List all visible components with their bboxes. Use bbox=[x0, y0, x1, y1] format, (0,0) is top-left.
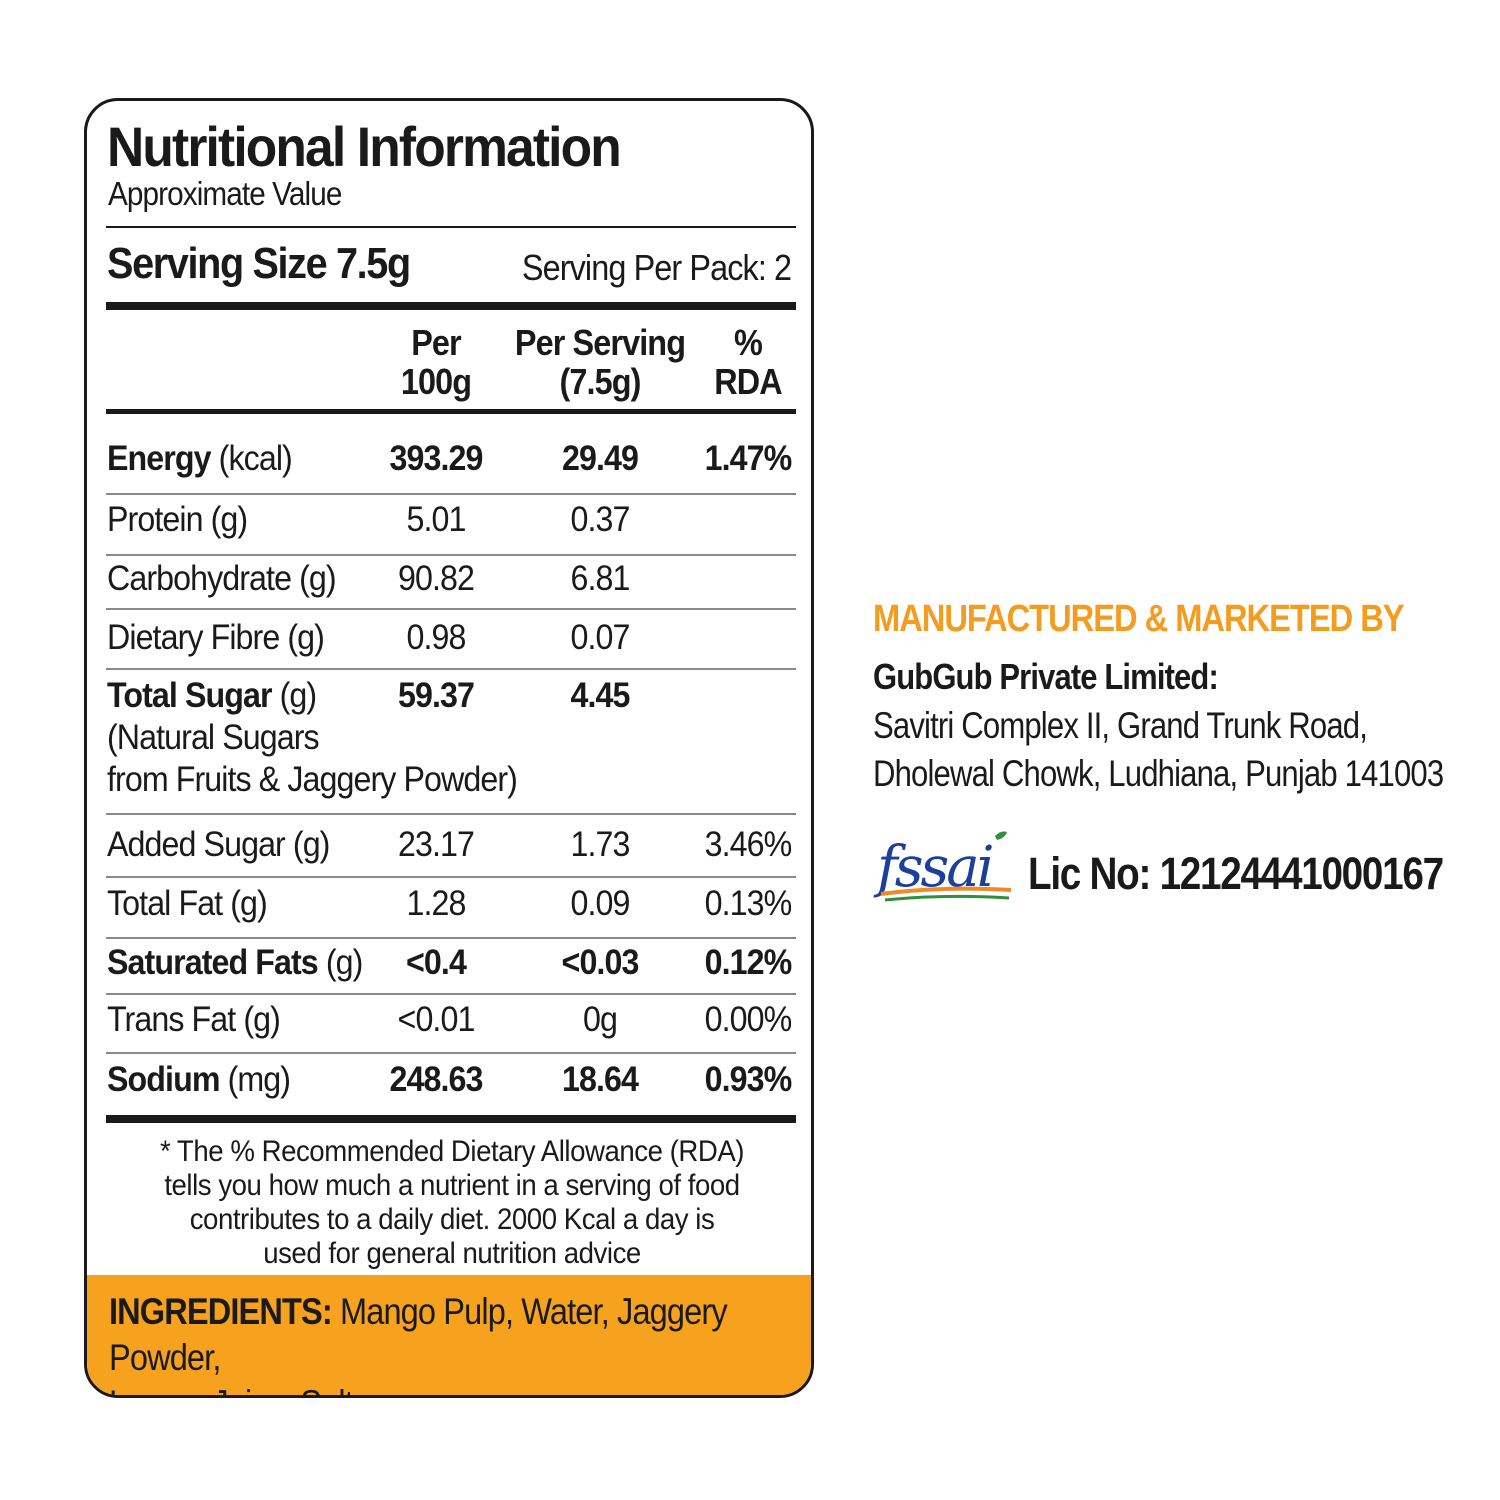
value-per-100g: 1.28 bbox=[406, 884, 467, 923]
nutrient-label: Dietary Fibre (g) bbox=[107, 617, 325, 659]
nutrient-unit: (g) bbox=[279, 618, 325, 657]
fssai-logo-icon: fssai bbox=[873, 831, 1012, 902]
serving-per-pack: Serving Per Pack: 2 bbox=[521, 247, 792, 288]
row-divider bbox=[106, 876, 796, 878]
value-per-100g: 0.98 bbox=[406, 618, 467, 657]
nutrient-unit: (g) bbox=[235, 1000, 281, 1039]
row-divider bbox=[106, 993, 796, 995]
value-per-100g: 90.82 bbox=[398, 559, 475, 598]
nutrient-unit: (g) bbox=[202, 500, 249, 539]
nutrient-label: Sodium (mg) bbox=[107, 1059, 291, 1101]
nutrient-label: Carbohydrate (g) bbox=[107, 558, 337, 600]
value-rda: 3.46% bbox=[704, 825, 793, 864]
divider-header bbox=[106, 409, 796, 414]
value-per-serving: 6.81 bbox=[570, 559, 631, 598]
value-per-100g: 393.29 bbox=[389, 439, 484, 478]
rda-footnote: * The % Recommended Dietary Allowance (R… bbox=[159, 1135, 745, 1270]
ingredients-label: INGREDIENTS: bbox=[109, 1291, 333, 1332]
value-per-serving: 29.49 bbox=[562, 439, 639, 478]
nutrient-name: Carbohydrate bbox=[107, 559, 292, 598]
value-rda: 0.12% bbox=[704, 943, 793, 982]
nutrient-name: Dietary Fibre bbox=[107, 618, 280, 657]
value-per-serving: 1.73 bbox=[570, 825, 631, 864]
divider-thick bbox=[106, 302, 796, 310]
serving-size: Serving Size 7.5g bbox=[107, 239, 411, 288]
ingredients-line-2: Lemon Juice, Salt bbox=[109, 1383, 354, 1395]
value-per-100g: 59.37 bbox=[398, 676, 475, 715]
nutrient-unit: (g) bbox=[317, 943, 364, 982]
nutrient-name: Total Fat bbox=[107, 884, 223, 923]
nutrient-note: (Natural Sugars bbox=[107, 718, 320, 757]
nutrient-label: Saturated Fats (g) bbox=[107, 942, 364, 984]
nutrient-name: Energy bbox=[107, 439, 212, 478]
value-rda: 0.00% bbox=[704, 1000, 793, 1039]
value-per-100g: <0.4 bbox=[406, 943, 467, 982]
nutrient-name: Trans Fat bbox=[107, 1000, 236, 1039]
column-header-per-100g: Per 100g bbox=[400, 322, 472, 402]
row-divider bbox=[106, 1052, 796, 1054]
value-per-100g: 248.63 bbox=[389, 1060, 484, 1099]
row-divider bbox=[106, 668, 796, 670]
ingredients-line-1: Mango Pulp, Water, Jaggery Powder, bbox=[109, 1291, 728, 1378]
company-name: GubGub Private Limited: bbox=[873, 656, 1219, 697]
company-address: Savitri Complex II, Grand Trunk Road, Dh… bbox=[873, 705, 1444, 794]
nutrient-name: Total Sugar bbox=[107, 676, 273, 715]
nutrient-label: Total Sugar (g) (Natural Sugars from Fruit… bbox=[107, 675, 518, 801]
nutrient-unit: (g) bbox=[291, 559, 337, 598]
nutrient-unit: (g) bbox=[271, 676, 318, 715]
panel-subtitle: Approximate Value bbox=[108, 175, 342, 212]
value-per-serving: 0.09 bbox=[570, 884, 631, 923]
nutrient-label: Added Sugar (g) bbox=[107, 824, 331, 866]
nutrition-panel: Nutritional Information Approximate Valu… bbox=[84, 98, 814, 1398]
nutrient-unit: (g) bbox=[222, 884, 268, 923]
panel-title: Nutritional Information bbox=[107, 115, 622, 178]
nutrient-unit: (g) bbox=[284, 825, 331, 864]
manufacturer-block: MANUFACTURED & MARKETED BY GubGub Privat… bbox=[873, 598, 1500, 798]
nutrient-name: Added Sugar bbox=[107, 825, 286, 864]
value-per-100g: 23.17 bbox=[398, 825, 475, 864]
license-number: Lic No: 12124441000167 bbox=[1028, 848, 1444, 899]
nutrient-unit: (kcal) bbox=[210, 439, 293, 478]
nutrient-label: Energy (kcal) bbox=[107, 438, 293, 480]
value-per-100g: <0.01 bbox=[397, 1000, 476, 1039]
row-divider bbox=[106, 608, 796, 610]
value-per-serving: 18.64 bbox=[562, 1060, 639, 1099]
divider-thin bbox=[106, 226, 796, 228]
nutrient-note: from Fruits & Jaggery Powder) bbox=[107, 760, 518, 799]
nutrient-name: Saturated Fats bbox=[107, 943, 319, 982]
nutrient-name: Sodium bbox=[107, 1060, 220, 1099]
value-per-serving: <0.03 bbox=[561, 943, 640, 982]
nutrient-unit: (mg) bbox=[219, 1060, 291, 1099]
nutrient-label: Protein (g) bbox=[107, 499, 249, 541]
nutrient-name: Protein bbox=[107, 500, 204, 539]
row-divider bbox=[106, 493, 796, 495]
nutrient-label: Total Fat (g) bbox=[107, 883, 268, 925]
row-divider bbox=[106, 937, 796, 939]
row-divider bbox=[106, 554, 796, 556]
value-rda: 0.13% bbox=[704, 884, 793, 923]
manufacturer-heading: MANUFACTURED & MARKETED BY bbox=[873, 598, 1405, 640]
row-divider bbox=[106, 813, 796, 815]
column-header-per-serving: Per Serving (7.5g) bbox=[514, 322, 686, 402]
value-rda: 1.47% bbox=[704, 439, 793, 478]
value-per-100g: 5.01 bbox=[406, 500, 467, 539]
value-per-serving: 0.37 bbox=[570, 500, 631, 539]
nutrient-label: Trans Fat (g) bbox=[107, 999, 281, 1041]
divider-bottom bbox=[106, 1115, 796, 1123]
value-per-serving: 0.07 bbox=[570, 618, 631, 657]
ingredients-box: INGREDIENTS: Mango Pulp, Water, Jaggery … bbox=[87, 1275, 811, 1395]
value-per-serving: 4.45 bbox=[570, 676, 631, 715]
value-rda: 0.93% bbox=[704, 1060, 793, 1099]
column-header-rda: % RDA bbox=[714, 322, 782, 402]
value-per-serving: 0g bbox=[583, 1000, 618, 1039]
